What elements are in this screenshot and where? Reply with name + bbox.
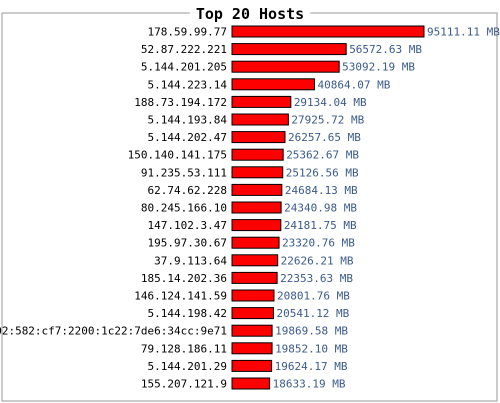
bar-row: 80.245.166.10 24340.98 MB [141,201,357,215]
host-label: 2a02:582:cf7:2200:1c22:7de6:34cc:9e71 [0,325,227,338]
bar-row: 195.97.30.67 23320.76 MB [148,236,355,250]
value-label: 95111.11 MB [427,26,500,39]
bar-row: 188.73.194.172 29134.04 MB [134,95,367,109]
value-label: 25126.56 MB [286,166,359,179]
host-label: 37.9.113.64 [154,254,227,267]
chart-title: Top 20 Hosts [196,5,304,23]
host-label: 80.245.166.10 [141,202,227,215]
bar-row: 62.74.62.228 24684.13 MB [148,183,358,197]
bar-row: 79.128.186.11 19852.10 MB [141,342,348,355]
host-label: 150.140.141.175 [128,149,227,162]
host-label: 5.144.193.84 [148,114,228,127]
bar-row: 5.144.193.84 27925.72 MB [148,113,365,127]
value-label: 19869.58 MB [275,325,348,338]
value-label: 27925.72 MB [291,114,364,127]
value-label: 19624.17 MB [275,360,348,373]
host-label: 146.124.141.59 [134,290,227,303]
host-label: 5.144.198.42 [148,307,227,320]
bar-row: 155.207.121.9 18633.19 MB [141,377,346,391]
bar [231,219,282,232]
host-label: 5.144.201.205 [141,61,227,74]
bar-row: 5.144.202.47 26257.65 MB [148,131,361,144]
title-background [189,5,311,21]
bars-group: 178.59.99.77 95111.11 MB 52.87.222.221 5657… [0,25,500,391]
value-label: 23320.76 MB [282,237,355,250]
bar-row: 5.144.223.14 40864.07 MB [148,78,391,91]
value-label: 18633.19 MB [273,378,346,391]
host-label: 62.74.62.228 [148,184,227,197]
bar [231,43,347,56]
host-label: 188.73.194.172 [134,96,227,109]
bar-row: 5.144.201.205 53092.19 MB [141,61,415,74]
bar-row: 146.124.141.59 20801.76 MB [134,289,350,303]
value-label: 22353.63 MB [280,272,353,285]
bar-row: 52.87.222.221 56572.63 MB [141,43,422,56]
bar [231,307,274,320]
value-label: 56572.63 MB [349,43,422,56]
value-label: 40864.07 MB [317,78,390,91]
bar [231,148,284,161]
bar [231,131,286,144]
bar [231,60,340,73]
bar [231,166,284,179]
bar [231,289,275,302]
bar-row: 178.59.99.77 95111.11 MB [148,25,500,39]
value-label: 20801.76 MB [277,290,350,303]
bar [231,377,271,390]
bar [231,359,273,372]
bar-row: 150.140.141.175 25362.67 MB [128,148,359,162]
bar-row: 5.144.198.42 20541.12 MB [148,307,350,320]
bar-row: 91.235.53.111 25126.56 MB [141,166,359,179]
value-label: 29134.04 MB [294,96,367,109]
host-label: 5.144.202.47 [148,131,227,144]
bar [231,113,289,126]
value-label: 22626.21 MB [281,254,354,267]
value-label: 24340.98 MB [284,202,357,215]
host-label: 147.102.3.47 [148,219,227,232]
value-label: 24181.75 MB [284,219,357,232]
value-label: 26257.65 MB [288,131,361,144]
bar [231,183,283,196]
bar [231,271,278,284]
host-label: 178.59.99.77 [148,26,227,39]
value-label: 25362.67 MB [286,149,359,162]
value-label: 24684.13 MB [285,184,358,197]
bar [231,254,279,267]
host-label: 155.207.121.9 [141,378,227,391]
bar-row: 185.14.202.36 22353.63 MB [141,271,353,285]
bar-row: 5.144.201.29 19624.17 MB [148,359,348,373]
value-label: 53092.19 MB [342,61,415,74]
host-label: 79.128.186.11 [141,342,227,355]
host-label: 52.87.222.221 [141,43,227,56]
host-label: 5.144.201.29 [148,360,227,373]
host-label: 195.97.30.67 [148,237,227,250]
bar-row: 2a02:582:cf7:2200:1c22:7de6:34cc:9e71 198… [0,324,348,338]
bar [231,25,425,38]
bar [231,78,315,91]
bar [231,342,273,355]
bar [231,236,280,249]
value-label: 20541.12 MB [276,307,349,320]
bar-row: 37.9.113.64 22626.21 MB [154,254,354,267]
bar [231,95,292,108]
bar-row: 147.102.3.47 24181.75 MB [148,219,357,232]
bar [231,201,282,214]
host-label: 91.235.53.111 [141,166,227,179]
bar [231,324,273,337]
host-label: 185.14.202.36 [141,272,227,285]
value-label: 19852.10 MB [275,342,348,355]
host-label: 5.144.223.14 [148,78,228,91]
